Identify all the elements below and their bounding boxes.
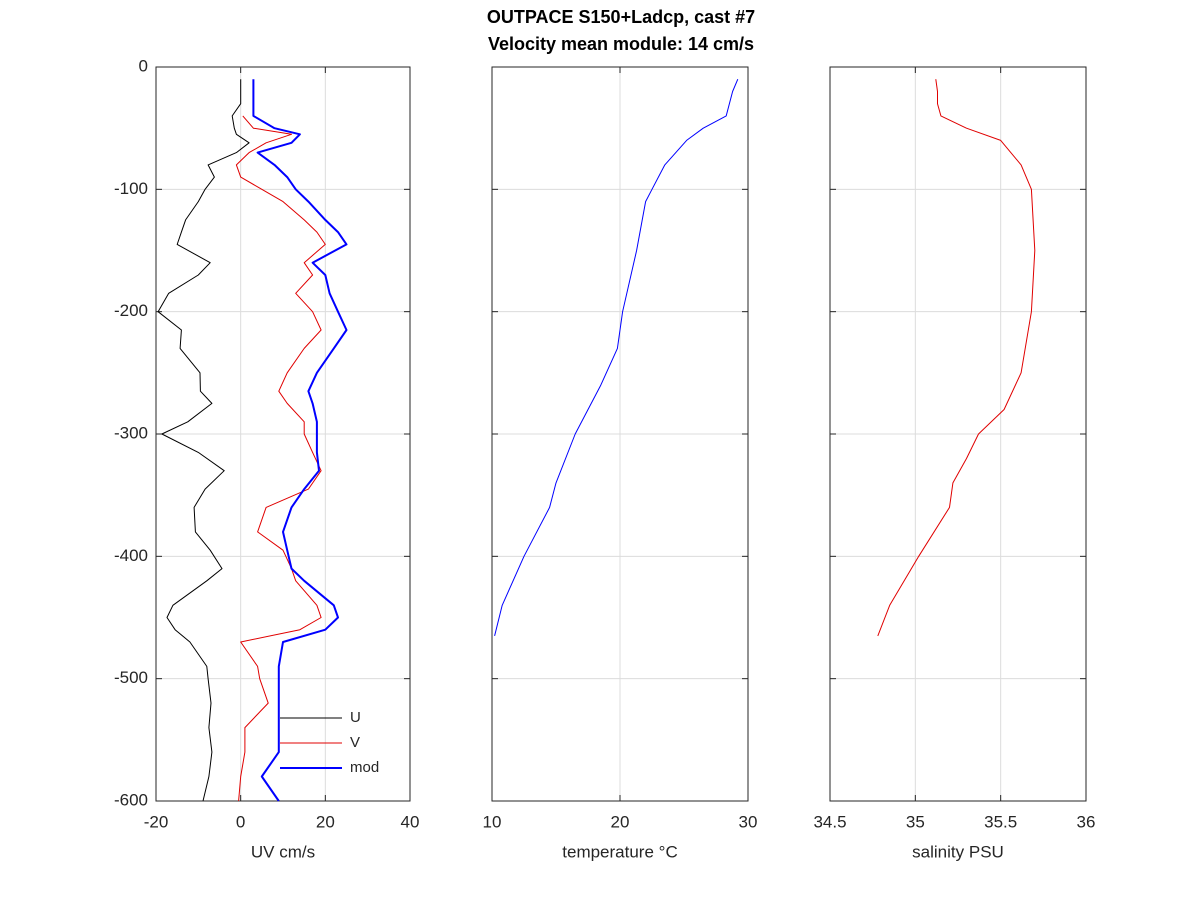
legend-label: V	[350, 734, 360, 751]
profile-line	[877, 79, 1036, 637]
y-tick-label: -100	[114, 179, 148, 198]
y-tick-label: -400	[114, 546, 148, 565]
title-line-2: Velocity mean module: 14 cm/s	[488, 34, 754, 54]
y-tick-label: -600	[114, 790, 148, 809]
x-tick-label: 35	[906, 812, 925, 831]
y-tick-label: -200	[114, 301, 148, 320]
axes-box	[491, 66, 749, 802]
x-tick-label: 0	[236, 812, 245, 831]
y-tick-label: 0	[139, 56, 148, 75]
profile-line	[252, 79, 348, 802]
x-tick-label: 34.5	[813, 812, 846, 831]
axes-box	[155, 66, 411, 802]
profile-line	[235, 115, 326, 802]
x-tick-label: -20	[144, 812, 169, 831]
x-tick-label: 30	[739, 812, 758, 831]
x-axis-label: salinity PSU	[912, 842, 1004, 861]
legend-label: U	[350, 709, 361, 726]
x-tick-label: 36	[1077, 812, 1096, 831]
x-tick-label: 40	[401, 812, 420, 831]
axes-box	[829, 66, 1087, 802]
legend-label: mod	[350, 759, 379, 776]
x-tick-label: 20	[316, 812, 335, 831]
x-tick-label: 35.5	[984, 812, 1017, 831]
y-tick-label: -300	[114, 423, 148, 442]
y-tick-label: -500	[114, 668, 148, 687]
profile-line	[494, 79, 739, 637]
x-axis-label: UV cm/s	[251, 842, 315, 861]
x-tick-label: 10	[483, 812, 502, 831]
profile-line	[157, 79, 250, 802]
x-axis-label: temperature °C	[562, 842, 677, 861]
x-tick-label: 20	[611, 812, 630, 831]
title-line-1: OUTPACE S150+Ladcp, cast #7	[487, 7, 755, 27]
